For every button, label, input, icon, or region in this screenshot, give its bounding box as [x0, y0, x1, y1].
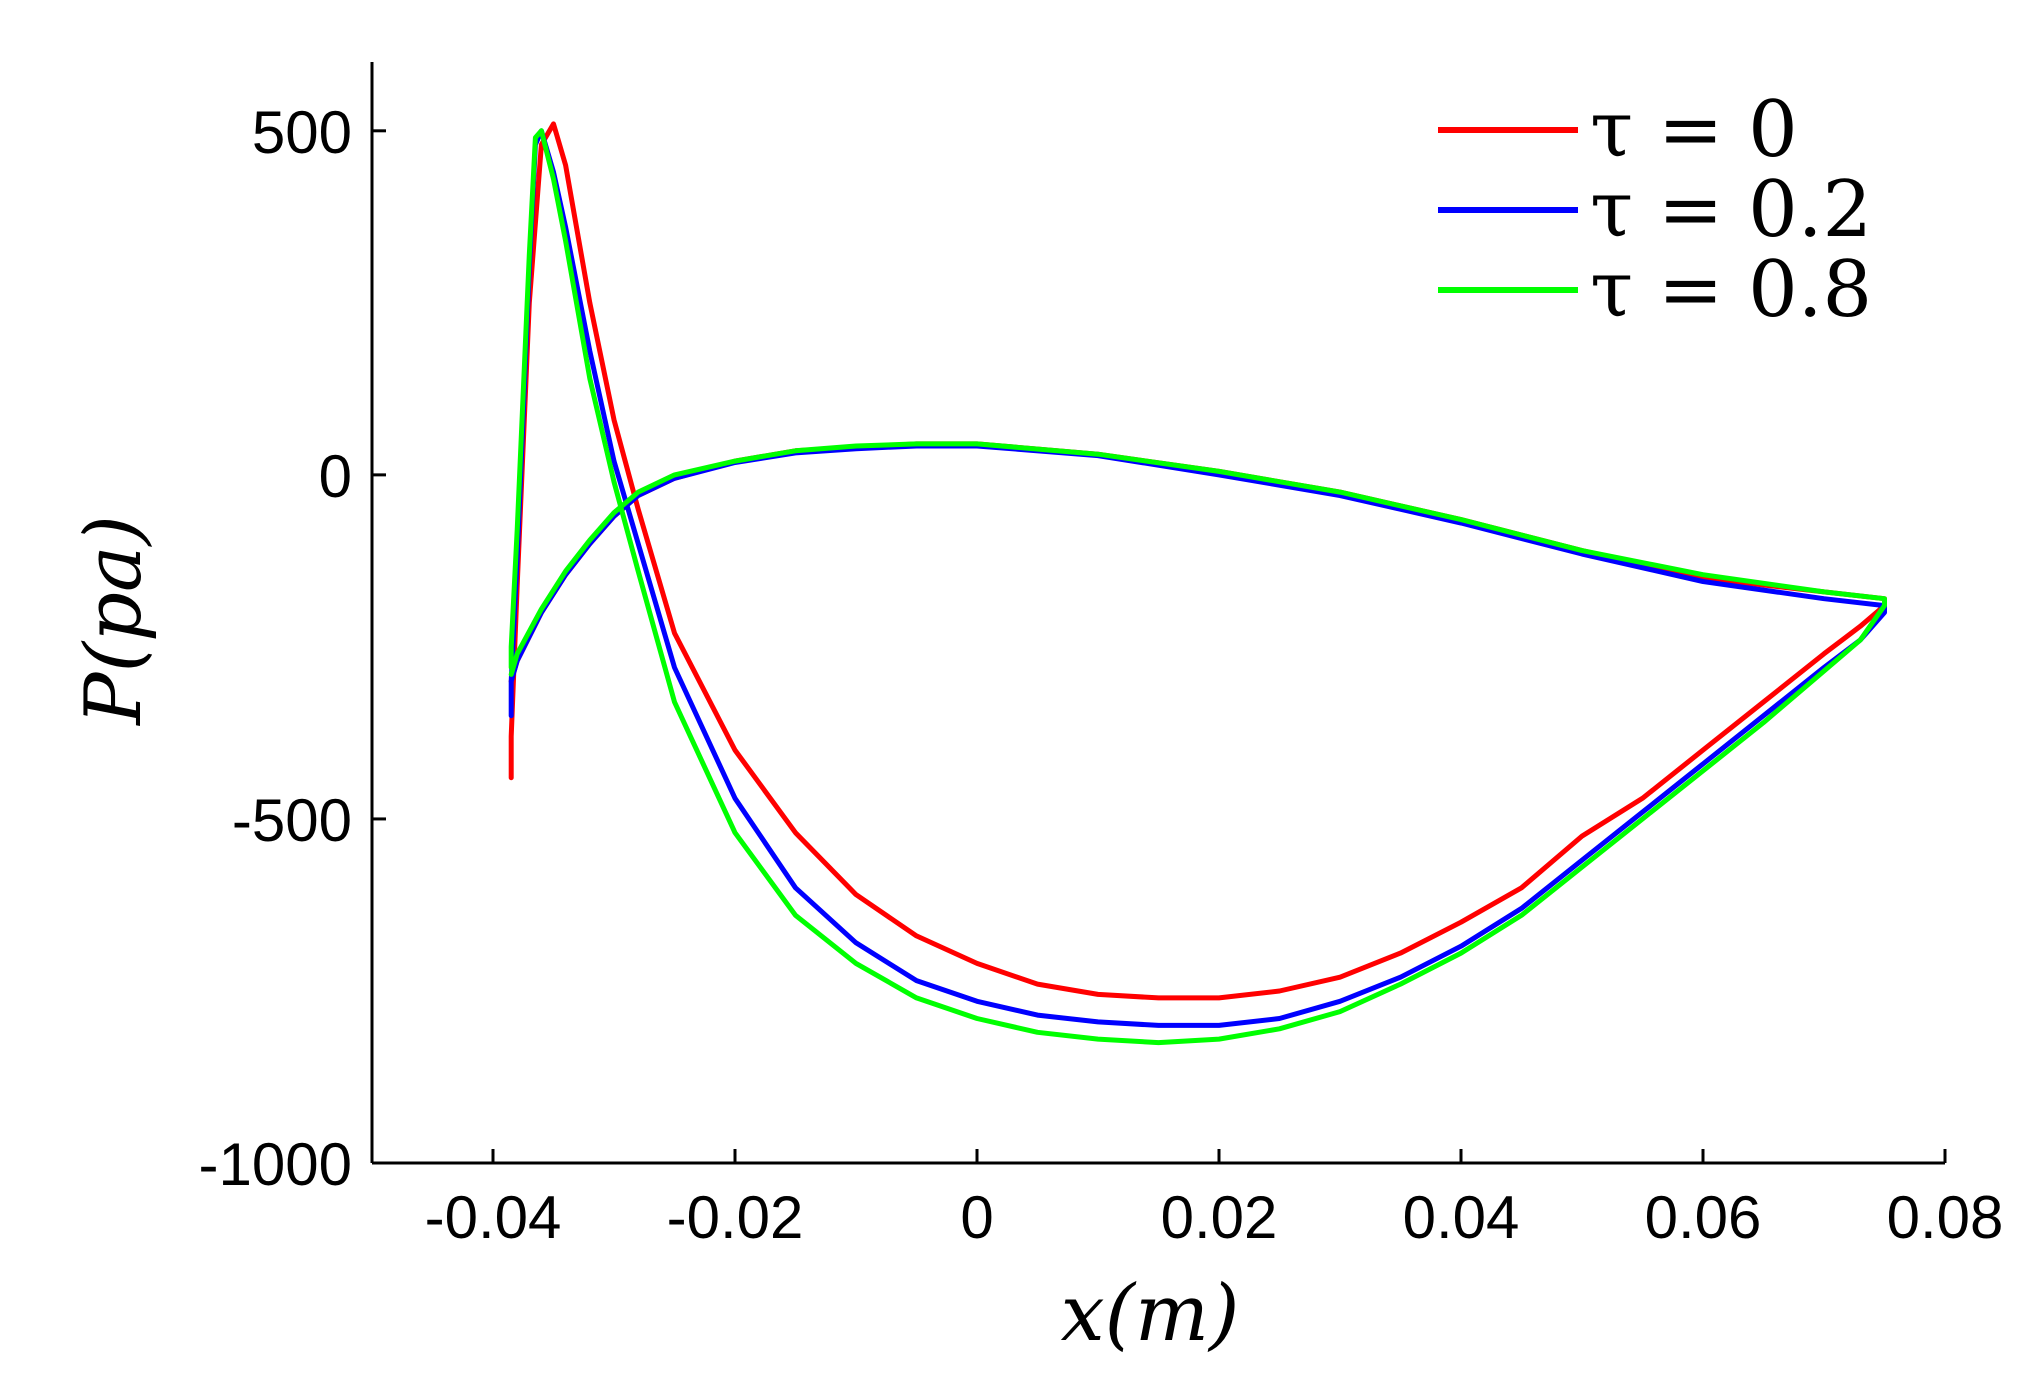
legend-label-1: τ = 0.2: [1590, 165, 1872, 255]
x-tick-label: 0.06: [1645, 1184, 1762, 1251]
x-tick-label: 0.02: [1161, 1184, 1278, 1251]
legend-label-2: τ = 0.8: [1590, 245, 1872, 335]
y-tick-label: 500: [252, 99, 352, 166]
x-tick-label: -0.04: [425, 1184, 562, 1251]
legend: τ = 0τ = 0.2τ = 0.8: [1438, 85, 1872, 335]
legend-label-0: τ = 0: [1590, 85, 1798, 175]
x-tick-label: 0: [960, 1184, 993, 1251]
x-tick-label: -0.02: [667, 1184, 804, 1251]
y-axis-label: P(pa): [69, 515, 159, 727]
x-axis-label: x(m): [1061, 1269, 1240, 1359]
y-tick-label: -1000: [199, 1131, 352, 1198]
x-axis: -0.04 -0.02 0 0.02 0.04 0.06 0.08: [372, 1149, 2003, 1251]
y-tick-label: 0: [319, 443, 352, 510]
x-tick-label: 0.04: [1403, 1184, 1520, 1251]
x-tick-label: 0.08: [1887, 1184, 2004, 1251]
series-group: [508, 121, 1887, 1046]
series-line-2: [508, 128, 1887, 1046]
y-tick-label: -500: [232, 787, 352, 854]
y-axis: 500 0 -500 -1000: [199, 62, 386, 1198]
